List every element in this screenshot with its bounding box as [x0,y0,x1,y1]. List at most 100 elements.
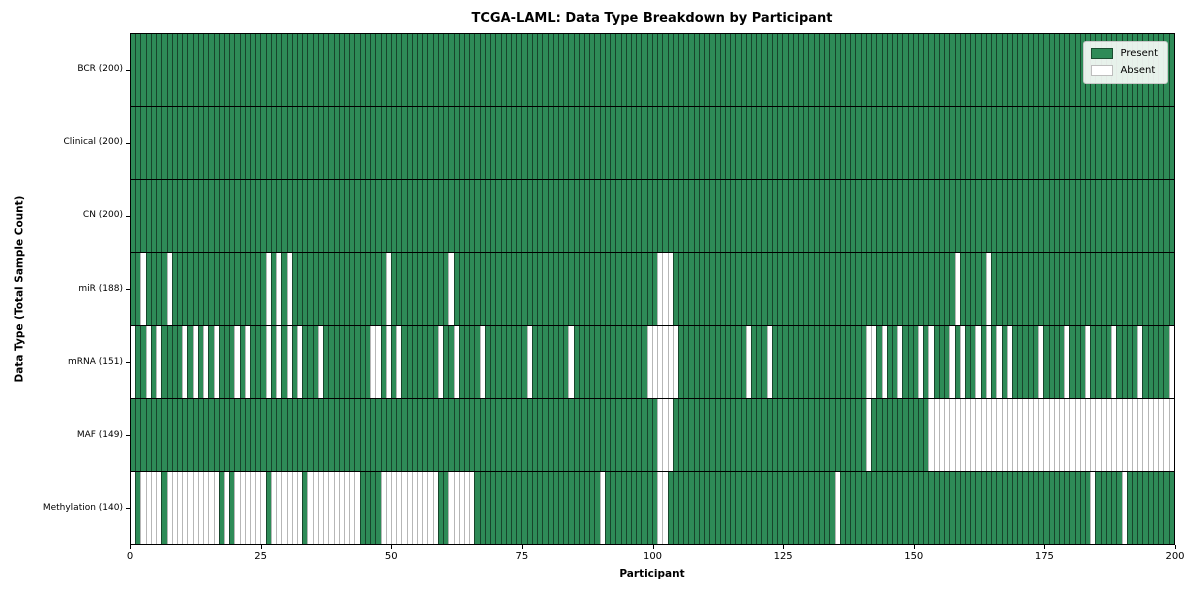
cell-Methylation-128 [798,472,804,544]
cell-Clinical-198 [1163,107,1169,179]
cell-BCR-63 [458,34,464,106]
cell-MAF-85 [573,399,579,471]
cell-Methylation-117 [740,472,746,544]
cell-Clinical-83 [563,107,569,179]
cell-Clinical-12 [192,107,198,179]
cell-miR-33 [302,253,308,325]
cell-Clinical-188 [1111,107,1117,179]
cell-miR-165 [991,253,997,325]
cell-Methylation-24 [255,472,261,544]
cell-mRNA-193 [1137,326,1143,398]
cell-mRNA-45 [364,326,371,398]
cell-miR-16 [213,253,219,325]
cell-Clinical-21 [239,107,245,179]
cell-BCR-98 [641,34,647,106]
cell-Clinical-142 [871,107,877,179]
cell-miR-57 [427,253,433,325]
cell-miR-7 [166,253,172,325]
cell-Clinical-67 [479,107,485,179]
cell-Clinical-115 [730,107,736,179]
cell-Methylation-91 [604,472,611,544]
cell-Clinical-176 [1048,107,1054,179]
cell-BCR-132 [818,34,825,106]
cell-Clinical-164 [985,107,992,179]
cell-miR-104 [672,253,678,325]
cell-miR-82 [557,253,564,325]
cell-mRNA-23 [250,326,256,398]
cell-CN-38 [328,180,334,252]
x-tick-mark [1175,545,1176,549]
cell-Clinical-123 [771,107,778,179]
cell-MAF-148 [902,399,908,471]
cell-miR-107 [688,253,694,325]
cell-MAF-13 [197,399,204,471]
heatmap-row-mRNA [131,326,1174,399]
cell-miR-126 [787,253,793,325]
cell-mRNA-63 [458,326,464,398]
x-tick-mark [391,545,393,549]
cell-miR-177 [1053,253,1059,325]
cell-BCR-58 [432,34,438,106]
cell-mRNA-15 [208,326,214,398]
cell-mRNA-6 [161,326,167,398]
cell-BCR-59 [437,34,444,106]
cell-MAF-116 [735,399,741,471]
cell-mRNA-141 [865,326,872,398]
x-tick-label-175: 175 [1034,551,1054,562]
cell-CN-170 [1017,180,1023,252]
cell-BCR-48 [380,34,386,106]
cell-CN-107 [688,180,694,252]
cell-Methylation-64 [464,472,470,544]
cell-mRNA-38 [328,326,334,398]
cell-MAF-154 [933,399,939,471]
cell-miR-10 [182,253,188,325]
cell-Methylation-191 [1126,472,1132,544]
cell-Methylation-7 [166,472,172,544]
cell-CN-42 [349,180,355,252]
cell-CN-74 [516,180,522,252]
cell-Methylation-196 [1152,472,1159,544]
cell-Clinical-70 [495,107,501,179]
cell-mRNA-138 [850,326,856,398]
cell-BCR-76 [526,34,532,106]
cell-Methylation-4 [150,472,157,544]
cell-BCR-101 [657,34,663,106]
cell-MAF-81 [552,399,558,471]
cell-CN-75 [521,180,527,252]
cell-Methylation-98 [641,472,647,544]
cell-BCR-20 [234,34,240,106]
cell-Clinical-73 [510,107,517,179]
cell-mRNA-155 [938,326,945,398]
cell-BCR-123 [771,34,778,106]
cell-Clinical-160 [965,107,971,179]
cell-Methylation-66 [474,472,480,544]
cell-miR-153 [928,253,934,325]
cell-MAF-101 [657,399,663,471]
cell-MAF-179 [1064,399,1070,471]
cell-mRNA-83 [563,326,569,398]
cell-MAF-60 [443,399,449,471]
cell-mRNA-0 [131,326,136,398]
cell-MAF-147 [897,399,903,471]
cell-Clinical-71 [500,107,506,179]
cell-MAF-69 [490,399,496,471]
cell-miR-124 [777,253,783,325]
cell-Methylation-110 [704,472,710,544]
cell-mRNA-2 [140,326,146,398]
cell-Clinical-137 [844,107,851,179]
cell-miR-132 [818,253,825,325]
cell-MAF-180 [1069,399,1075,471]
cell-BCR-85 [573,34,579,106]
cell-mRNA-195 [1147,326,1153,398]
cell-CN-73 [510,180,517,252]
cell-mRNA-166 [996,326,1002,398]
cell-mRNA-115 [730,326,736,398]
cell-Clinical-94 [620,107,626,179]
cell-Clinical-56 [422,107,428,179]
cell-BCR-23 [250,34,256,106]
cell-MAF-119 [751,399,757,471]
cell-MAF-16 [213,399,219,471]
cell-CN-11 [187,180,193,252]
cell-mRNA-95 [625,326,631,398]
cell-Methylation-58 [432,472,438,544]
